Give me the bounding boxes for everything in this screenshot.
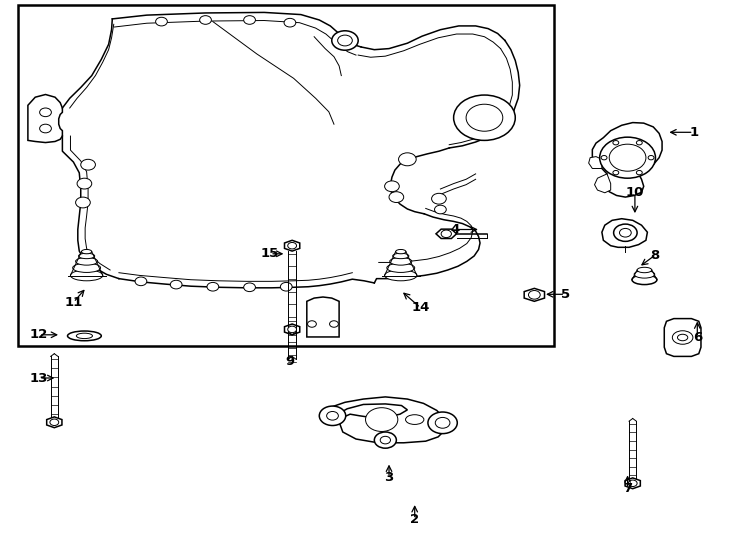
Ellipse shape bbox=[73, 263, 101, 272]
Circle shape bbox=[613, 171, 619, 175]
Circle shape bbox=[466, 104, 503, 131]
Polygon shape bbox=[602, 219, 647, 247]
Ellipse shape bbox=[76, 258, 98, 265]
Circle shape bbox=[648, 156, 654, 160]
Polygon shape bbox=[285, 240, 299, 251]
Circle shape bbox=[170, 280, 182, 289]
Text: 4: 4 bbox=[451, 223, 459, 236]
Text: 5: 5 bbox=[561, 288, 570, 301]
Polygon shape bbox=[524, 288, 545, 301]
Circle shape bbox=[319, 406, 346, 426]
Circle shape bbox=[389, 192, 404, 202]
Circle shape bbox=[244, 283, 255, 292]
Circle shape bbox=[284, 18, 296, 27]
Ellipse shape bbox=[79, 253, 95, 259]
Polygon shape bbox=[285, 324, 299, 335]
Ellipse shape bbox=[672, 330, 693, 345]
Text: 13: 13 bbox=[29, 372, 48, 384]
Circle shape bbox=[528, 291, 540, 299]
Circle shape bbox=[338, 35, 352, 46]
Polygon shape bbox=[595, 174, 611, 193]
Circle shape bbox=[428, 412, 457, 434]
Text: 6: 6 bbox=[693, 331, 702, 344]
Circle shape bbox=[628, 480, 637, 487]
Circle shape bbox=[40, 108, 51, 117]
Ellipse shape bbox=[385, 270, 417, 281]
Polygon shape bbox=[47, 417, 62, 428]
Ellipse shape bbox=[393, 253, 409, 259]
Text: 11: 11 bbox=[65, 296, 82, 309]
Bar bbox=[18, 5, 554, 346]
Ellipse shape bbox=[68, 331, 101, 341]
Polygon shape bbox=[592, 123, 662, 197]
Circle shape bbox=[81, 159, 95, 170]
Circle shape bbox=[77, 178, 92, 189]
Circle shape bbox=[380, 436, 390, 444]
Ellipse shape bbox=[81, 249, 92, 254]
Circle shape bbox=[374, 432, 396, 448]
Circle shape bbox=[601, 156, 607, 160]
Polygon shape bbox=[664, 319, 701, 356]
Circle shape bbox=[308, 321, 316, 327]
Text: 9: 9 bbox=[286, 355, 294, 368]
Circle shape bbox=[435, 417, 450, 428]
Circle shape bbox=[135, 277, 147, 286]
Text: 14: 14 bbox=[411, 301, 430, 314]
Circle shape bbox=[280, 282, 292, 291]
Text: 10: 10 bbox=[625, 186, 644, 199]
Ellipse shape bbox=[405, 415, 424, 424]
Ellipse shape bbox=[76, 333, 92, 339]
Text: 12: 12 bbox=[30, 328, 48, 341]
Circle shape bbox=[435, 205, 446, 214]
Ellipse shape bbox=[70, 270, 103, 281]
Text: 1: 1 bbox=[689, 126, 698, 139]
Circle shape bbox=[207, 282, 219, 291]
Ellipse shape bbox=[632, 275, 657, 285]
Circle shape bbox=[636, 140, 642, 145]
Circle shape bbox=[366, 408, 398, 431]
Circle shape bbox=[244, 16, 255, 24]
Polygon shape bbox=[307, 297, 339, 337]
Circle shape bbox=[288, 326, 297, 333]
Text: 3: 3 bbox=[385, 471, 393, 484]
Text: 2: 2 bbox=[410, 513, 419, 526]
Ellipse shape bbox=[677, 334, 688, 341]
Circle shape bbox=[332, 31, 358, 50]
Ellipse shape bbox=[637, 267, 652, 273]
Text: 7: 7 bbox=[623, 482, 632, 495]
Circle shape bbox=[432, 193, 446, 204]
Polygon shape bbox=[589, 157, 602, 168]
Circle shape bbox=[636, 171, 642, 175]
Circle shape bbox=[288, 242, 297, 249]
Polygon shape bbox=[29, 14, 525, 302]
Circle shape bbox=[156, 17, 167, 26]
Circle shape bbox=[609, 144, 646, 171]
Circle shape bbox=[76, 197, 90, 208]
Ellipse shape bbox=[387, 263, 415, 272]
Circle shape bbox=[50, 419, 59, 426]
Circle shape bbox=[330, 321, 338, 327]
Circle shape bbox=[40, 124, 51, 133]
Circle shape bbox=[327, 411, 338, 420]
Circle shape bbox=[614, 224, 637, 241]
Text: 15: 15 bbox=[261, 247, 279, 260]
Text: 8: 8 bbox=[650, 249, 659, 262]
Circle shape bbox=[600, 137, 655, 178]
Circle shape bbox=[613, 140, 619, 145]
Polygon shape bbox=[28, 94, 62, 143]
Ellipse shape bbox=[634, 271, 655, 278]
Circle shape bbox=[441, 230, 451, 238]
Ellipse shape bbox=[390, 258, 412, 265]
Polygon shape bbox=[436, 229, 457, 239]
Circle shape bbox=[385, 181, 399, 192]
Circle shape bbox=[399, 153, 416, 166]
Circle shape bbox=[200, 16, 211, 24]
Circle shape bbox=[454, 95, 515, 140]
Polygon shape bbox=[327, 397, 446, 443]
Circle shape bbox=[619, 228, 631, 237]
Polygon shape bbox=[625, 478, 640, 489]
Ellipse shape bbox=[396, 249, 406, 254]
